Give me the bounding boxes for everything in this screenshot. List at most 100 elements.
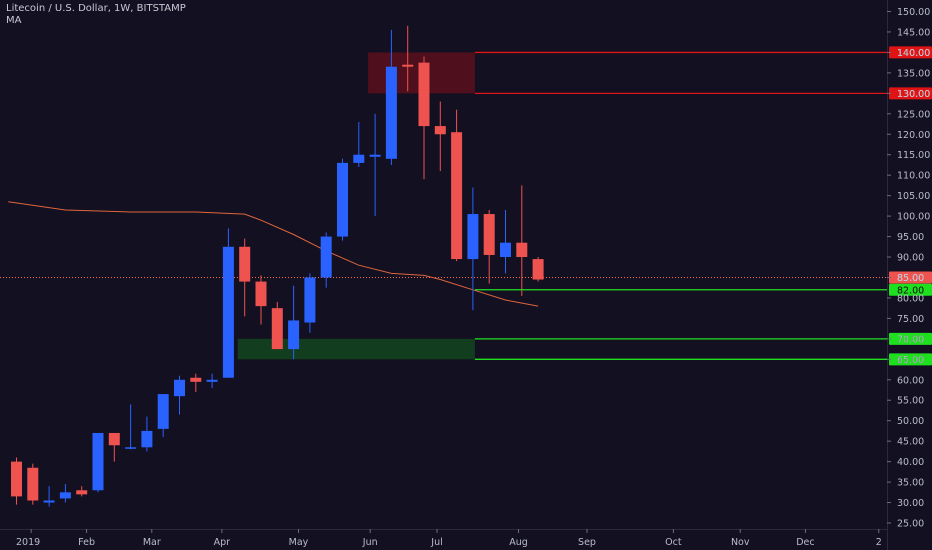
candle[interactable] <box>271 302 283 350</box>
candle[interactable] <box>402 25 414 92</box>
candle-body <box>206 379 218 382</box>
current-price-tag-label: 85.00 <box>897 273 924 284</box>
candle[interactable] <box>516 185 528 296</box>
level-tag-label: 82.00 <box>897 285 924 296</box>
candle-body <box>369 154 381 157</box>
candle[interactable] <box>353 121 365 167</box>
candle[interactable] <box>125 404 137 450</box>
candle[interactable] <box>59 484 71 503</box>
candle-body <box>385 66 397 159</box>
candle[interactable] <box>222 228 234 378</box>
x-tick-label: 2 <box>876 537 882 548</box>
y-tick-label: 105.00 <box>897 191 930 202</box>
candle[interactable] <box>385 29 397 165</box>
candle-body <box>288 320 300 350</box>
y-tick-label: 125.00 <box>897 109 930 120</box>
candle[interactable] <box>320 232 332 288</box>
y-tick-label: 60.00 <box>897 375 924 386</box>
candle-body <box>255 281 267 307</box>
y-tick-label: 70.00 <box>897 334 924 345</box>
y-tick-label: 75.00 <box>897 314 924 325</box>
candle-body <box>92 432 104 491</box>
candle-body <box>320 236 332 278</box>
candle[interactable] <box>532 257 544 282</box>
y-tick-label: 25.00 <box>897 519 924 530</box>
candle[interactable] <box>27 463 39 505</box>
candle[interactable] <box>76 486 88 497</box>
candle[interactable] <box>11 457 22 505</box>
candle-body <box>337 162 348 237</box>
candle[interactable] <box>434 101 446 172</box>
level-tag-65.00 <box>889 353 932 366</box>
candle-body <box>434 126 446 135</box>
y-tick-label: 40.00 <box>897 457 924 468</box>
y-tick-label: 130.00 <box>897 89 930 100</box>
level-tag-140.00 <box>889 46 932 59</box>
candle[interactable] <box>304 273 316 333</box>
y-tick-label: 80.00 <box>897 293 924 304</box>
candle-body <box>43 500 55 503</box>
level-tag-label: 65.00 <box>897 355 924 366</box>
x-tick-label: Dec <box>796 537 814 548</box>
candle[interactable] <box>190 373 202 393</box>
candle[interactable] <box>174 375 185 415</box>
current-price-tag <box>889 271 932 284</box>
candle-body <box>483 214 495 255</box>
candle[interactable] <box>418 56 430 180</box>
candle-body <box>222 246 234 378</box>
candle[interactable] <box>108 432 120 462</box>
candle-body <box>418 62 430 127</box>
candles-layer <box>11 25 544 507</box>
candle-body <box>11 461 22 497</box>
candle[interactable] <box>369 113 381 217</box>
candle[interactable] <box>288 285 300 360</box>
candle[interactable] <box>157 394 169 438</box>
candle-body <box>304 277 316 323</box>
indicator-label[interactable]: MA <box>6 15 22 26</box>
x-tick-label: May <box>289 537 309 548</box>
candle-body <box>500 242 511 258</box>
candle[interactable] <box>206 373 218 388</box>
x-tick-label: Mar <box>143 537 161 548</box>
candle[interactable] <box>255 275 267 325</box>
symbol-title[interactable]: Litecoin / U.S. Dollar, 1W, BITSTAMP <box>6 3 186 14</box>
candle[interactable] <box>43 486 55 507</box>
y-tick-label: 30.00 <box>897 498 924 509</box>
candle-body <box>125 447 137 449</box>
y-tick-label: 140.00 <box>897 48 930 59</box>
candle-body <box>239 246 251 282</box>
candle-body <box>108 432 120 446</box>
levels-layer: 140.00 130.00 82.00 70.00 65.00 85.00 <box>474 46 932 366</box>
candle[interactable] <box>92 432 104 493</box>
y-tick-label: 90.00 <box>897 253 924 264</box>
candle[interactable] <box>467 187 479 311</box>
y-tick-label: 135.00 <box>897 68 930 79</box>
y-tick-label: 55.00 <box>897 396 924 407</box>
zones-layer <box>0 52 887 360</box>
x-tick-label: Jun <box>362 537 378 548</box>
x-tick-label: Oct <box>665 537 682 548</box>
y-tick-label: 95.00 <box>897 232 924 243</box>
candle-body <box>141 430 153 448</box>
y-tick-label: 35.00 <box>897 478 924 489</box>
candle-body <box>174 379 185 397</box>
candle-body <box>59 492 71 499</box>
candle[interactable] <box>500 209 511 274</box>
y-tick-label: 115.00 <box>897 150 930 161</box>
candle[interactable] <box>239 238 251 317</box>
candle-body <box>451 132 463 260</box>
level-tag-70.00 <box>889 332 932 345</box>
candle[interactable] <box>451 109 463 262</box>
candle[interactable] <box>483 209 495 284</box>
level-tag-label: 140.00 <box>897 48 930 59</box>
candle[interactable] <box>337 158 348 241</box>
x-tick-label: Aug <box>509 537 528 548</box>
candle[interactable] <box>141 416 153 452</box>
x-tick-label: 2019 <box>16 537 40 548</box>
candle-body <box>532 259 544 280</box>
candle-body <box>353 154 365 163</box>
candle-body <box>157 394 169 429</box>
x-tick-label: Nov <box>731 537 750 548</box>
